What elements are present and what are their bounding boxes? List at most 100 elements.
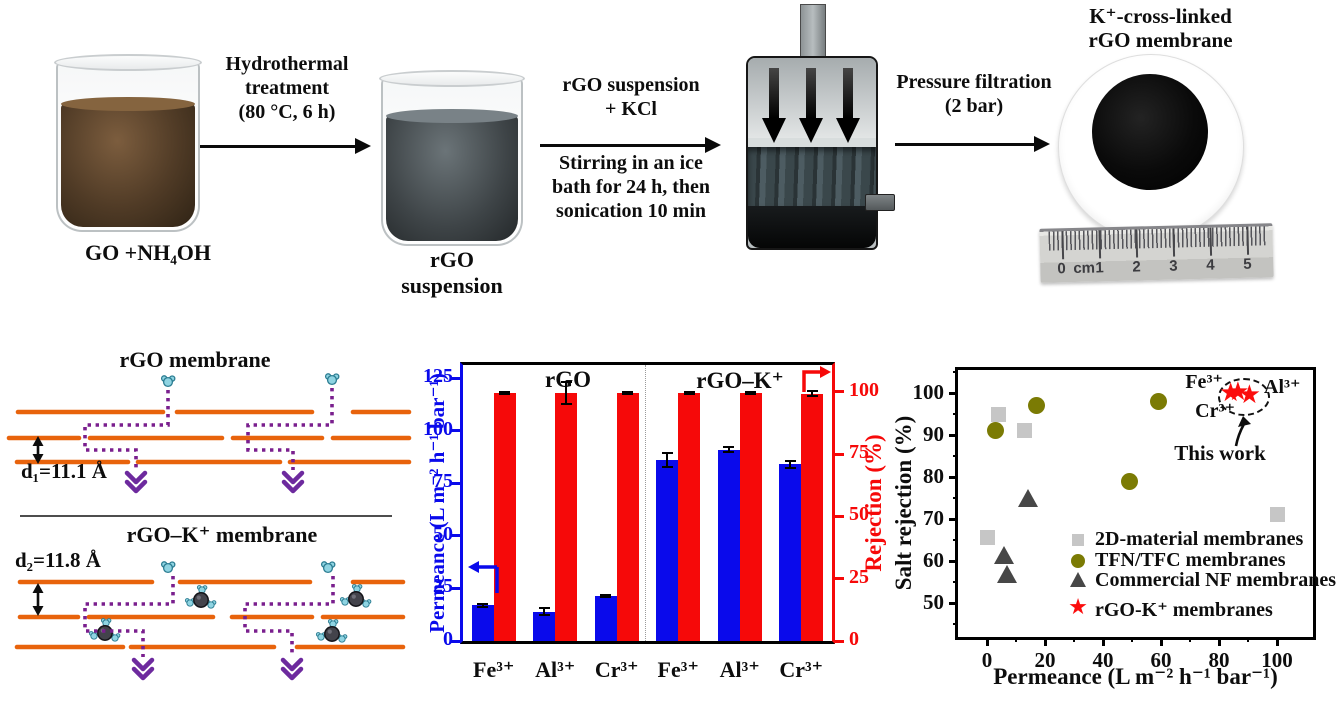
step1-line: Hydrothermal: [225, 53, 349, 75]
go-beaker: [54, 54, 202, 232]
legend-label: TFN/TFC membranes: [1095, 549, 1286, 571]
right-axis-tick: [835, 639, 844, 643]
scatter-point-circle: [1120, 472, 1138, 490]
left-axis-tick-label: 25: [433, 575, 453, 598]
annotation-al-label: Al³⁺: [1264, 376, 1301, 398]
cell-outlet: [865, 194, 895, 211]
y-axis-minor-tick: [953, 413, 958, 415]
process-arrow-2: [540, 137, 721, 153]
step3-line: Pressure filtration: [896, 71, 1052, 93]
ruler-label: cm: [1073, 259, 1096, 278]
scatter-point-star: ★: [1218, 377, 1243, 408]
go-beaker-label: GO +NH₄OH: [84, 240, 212, 265]
ruler-label: 2: [1132, 258, 1141, 276]
category-label: Al³⁺: [719, 657, 760, 682]
error-bar-cap: [499, 393, 511, 396]
category-label: Fe³⁺: [473, 657, 515, 682]
error-bar-cap: [600, 593, 612, 596]
error-bar-cap: [622, 392, 634, 395]
pressure-arrow-icon: [799, 68, 823, 146]
step2-line: Stirring in an ice: [559, 152, 703, 174]
y-axis-minor-tick: [953, 539, 958, 541]
right-axis-arrow-icon: [802, 366, 831, 392]
error-bar: [543, 608, 546, 615]
scatter-point-circle: [1070, 553, 1086, 569]
ruler-label: 4: [1206, 256, 1215, 274]
left-axis-tick: [451, 429, 460, 433]
scatter-point-square: [1269, 507, 1285, 523]
water-molecule-icon: [160, 561, 176, 574]
x-axis-tick-label: 20: [1034, 648, 1056, 672]
y-axis-tick: [949, 433, 958, 437]
scatter-point-triangle: [1017, 489, 1038, 508]
y-axis-tick: [949, 475, 958, 479]
pressure-arrow-icon: [836, 68, 860, 146]
ruler-label: 5: [1243, 255, 1252, 273]
annotation-cr-label: Cr³⁺: [1195, 400, 1235, 422]
error-bar-cap: [560, 380, 572, 383]
rgo-k-membrane-diagram: [14, 561, 406, 681]
error-bar-cap: [723, 451, 735, 454]
y-axis-minor-tick: [953, 581, 958, 583]
scatter-point-triangle: [1069, 571, 1086, 587]
scatter-point-square: [1017, 423, 1033, 439]
error-bar-cap: [622, 390, 634, 393]
this-work-arrow-icon: [1234, 416, 1251, 447]
error-bar: [565, 381, 568, 405]
left-axis-tick: [451, 376, 460, 380]
y-axis-tick: [949, 559, 958, 563]
permeance-bar: [471, 605, 494, 641]
go-liquid: [61, 97, 195, 227]
error-bar-cap: [477, 602, 489, 605]
rejection-bar: [555, 393, 578, 641]
permeance-bar: [717, 449, 740, 641]
product-title-line: rGO membrane: [1088, 28, 1233, 52]
rejection-bar: [616, 392, 639, 641]
rgo-beaker: [379, 70, 525, 246]
pressure-filtration-cell: [746, 4, 895, 256]
step2-line: rGO suspension: [562, 74, 700, 96]
x-axis-tick: [1275, 637, 1279, 646]
x-axis-tick-label: 80: [1208, 648, 1230, 672]
cell-liquid: [748, 147, 876, 207]
hydrated-potassium-icon: [316, 620, 347, 643]
step3-line: (2 bar): [944, 95, 1004, 117]
scatter-point-star: ★: [1237, 379, 1262, 410]
error-bar: [481, 603, 484, 607]
error-bar-cap: [683, 390, 695, 393]
scatter-chart-panel: Salt rejection (%) Permeance (L m⁻² h⁻¹ …: [890, 355, 1338, 710]
error-bar: [789, 460, 792, 469]
right-axis-tick-label: 50: [849, 503, 869, 526]
y-axis-tick: [949, 601, 958, 605]
error-bar-cap: [806, 390, 818, 393]
error-bar-cap: [538, 613, 550, 616]
x-axis-tick-label: 60: [1150, 648, 1172, 672]
right-axis-tick: [835, 514, 844, 518]
error-bar-cap: [477, 605, 489, 608]
y-axis-tick: [949, 517, 958, 521]
right-axis-tick-label: 0: [849, 628, 859, 650]
step1-line: treatment: [244, 77, 330, 99]
step2-top-text: rGO suspension + KCl: [538, 73, 724, 121]
y-axis-tick-label: 70: [923, 506, 944, 530]
step2-bottom-text: Stirring in an ice bath for 24 h, then s…: [533, 151, 729, 223]
group-label-rgo: rGO: [545, 367, 591, 392]
error-bar: [503, 391, 506, 395]
schematic-divider: [20, 515, 392, 517]
hydrated-potassium-icon: [340, 585, 371, 608]
bar-chart-panel: rGO rGO–K⁺ Permeance (L m⁻² h⁻¹ bar⁻¹) Re…: [423, 355, 890, 707]
permeance-bar: [656, 460, 679, 641]
annotation-fe-label: Fe³⁺: [1185, 371, 1223, 393]
process-arrow-3: [895, 136, 1050, 152]
error-bar-cap: [661, 451, 673, 454]
x-axis-minor-tick: [1247, 637, 1249, 642]
rgo-membrane-title: rGO membrane: [119, 347, 271, 372]
left-axis-tick: [451, 481, 460, 485]
hydrated-potassium-icon: [185, 586, 216, 609]
error-bar: [727, 447, 730, 453]
error-bar-cap: [538, 607, 550, 610]
x-axis-tick-label: 40: [1092, 648, 1114, 672]
y-axis-tick: [949, 391, 958, 395]
step2-line: + KCl: [605, 98, 657, 120]
water-molecule-icon: [160, 375, 176, 388]
